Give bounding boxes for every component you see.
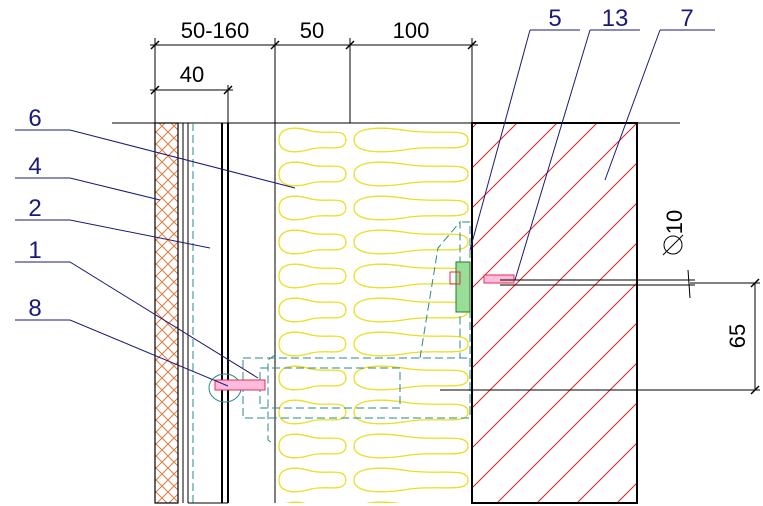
dim-anchor-diameter: 10: [662, 210, 687, 234]
dim-air-gap: 50: [300, 18, 324, 43]
geometry: [112, 38, 760, 503]
diameter-symbol: [663, 235, 683, 255]
callout-label: 7: [680, 5, 693, 32]
dim-insulation: 100: [393, 18, 430, 43]
dim-overall: 50-160: [181, 18, 250, 43]
callout-label: 5: [548, 5, 561, 32]
dim-bracket: 40: [180, 62, 204, 87]
callout-label: 6: [28, 105, 41, 132]
section-drawing: 50-160 50 100 40 65 10 5 13 7 6 4 2 1 8: [0, 0, 763, 506]
callout-label: 2: [28, 195, 41, 222]
callout-label: 4: [28, 153, 41, 180]
dim-anchor-spacing: 65: [725, 324, 750, 348]
page: {"dimensions": {"overall": "50-160", "ai…: [0, 0, 763, 506]
callout-label: 13: [602, 5, 629, 32]
callout-label: 1: [28, 237, 41, 264]
callout-label: 8: [28, 295, 41, 322]
